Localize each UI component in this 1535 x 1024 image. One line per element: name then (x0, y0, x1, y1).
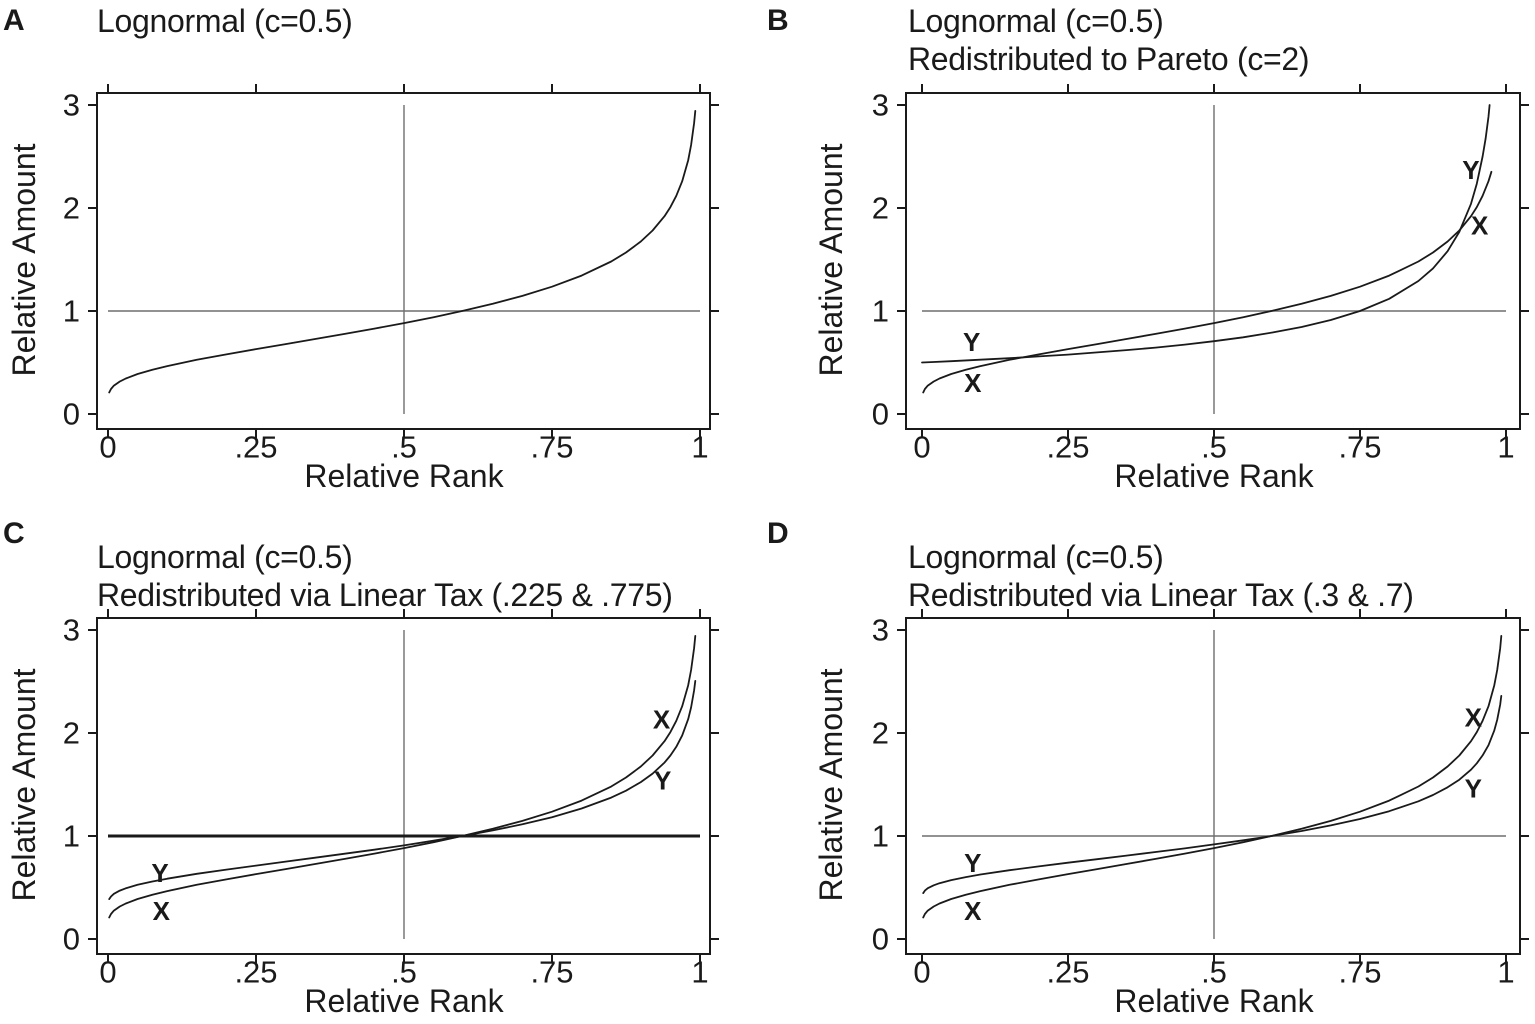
y-tick-label: 1 (63, 819, 80, 854)
panel-title-line: Lognormal (c=0.5) (908, 3, 1163, 39)
curve-label-X: X (964, 896, 982, 926)
x-tick-label: .25 (234, 955, 277, 990)
x-tick-label: 0 (99, 430, 116, 465)
x-tick-label: .25 (1046, 430, 1089, 465)
panel-letter-C: C (3, 517, 25, 550)
curve-X (108, 635, 697, 919)
panel-letter-D: D (767, 517, 789, 550)
x-axis-label: Relative Rank (1114, 458, 1314, 494)
x-tick-label: 1 (1497, 955, 1514, 990)
curve-Y (108, 680, 697, 900)
curve-label-X: X (1465, 703, 1483, 733)
x-tick-label: 1 (691, 430, 708, 465)
y-axis-label: Relative Amount (813, 668, 849, 901)
x-axis-label: Relative Rank (1114, 983, 1314, 1019)
x-tick-label: 1 (1497, 430, 1514, 465)
x-tick-label: 0 (913, 955, 930, 990)
curve-label-X: X (153, 896, 171, 926)
y-tick-label: 0 (63, 397, 80, 432)
panel-title-line: Lognormal (c=0.5) (97, 3, 352, 39)
x-axis-label: Relative Rank (304, 458, 504, 494)
x-tick-label: .75 (1338, 955, 1381, 990)
x-tick-label: .25 (1046, 955, 1089, 990)
y-tick-label: 2 (872, 191, 889, 226)
curve-label-Y: Y (964, 848, 981, 878)
y-tick-label: 3 (872, 88, 889, 123)
y-tick-label: 0 (63, 922, 80, 957)
curve-label-Y: Y (151, 858, 168, 888)
x-tick-label: .5 (1201, 430, 1227, 465)
y-tick-label: 1 (63, 294, 80, 329)
y-axis-label: Relative Amount (6, 143, 42, 376)
x-tick-label: .75 (530, 430, 573, 465)
y-tick-label: 2 (63, 716, 80, 751)
x-tick-label: .25 (234, 430, 277, 465)
y-tick-label: 2 (872, 716, 889, 751)
x-tick-label: .75 (1338, 430, 1381, 465)
curve-X (108, 110, 697, 394)
y-tick-label: 2 (63, 191, 80, 226)
curve-label-X: X (653, 705, 671, 735)
curve-label-X: X (1471, 211, 1489, 241)
curve-label-Y: Y (1462, 155, 1479, 185)
y-tick-label: 1 (872, 819, 889, 854)
x-tick-label: .5 (391, 955, 417, 990)
panel-A: A Lognormal (c=0.5) 0 .25 .5 .75 1 0 1 2 3 Relative… (3, 3, 719, 494)
curve-X (922, 170, 1493, 394)
curve-label-Y: Y (963, 327, 980, 357)
panel-letter-B: B (767, 4, 789, 37)
x-tick-label: 0 (913, 430, 930, 465)
plot-frame (905, 92, 1521, 430)
panel-title-line: Redistributed via Linear Tax (.3 & .7) (908, 577, 1414, 613)
panel-title-line: Redistributed via Linear Tax (.225 & .77… (97, 577, 673, 613)
curve-label-Y: Y (654, 765, 671, 795)
y-axis-label: Relative Amount (6, 668, 42, 901)
y-axis-label: Relative Amount (813, 143, 849, 376)
curve-X (922, 635, 1503, 919)
y-tick-label: 3 (63, 613, 80, 648)
y-tick-label: 0 (872, 397, 889, 432)
panel-B: B Lognormal (c=0.5)Redistributed to Paret… (767, 3, 1529, 494)
x-axis-label: Relative Rank (304, 983, 504, 1019)
panel-title-line: Redistributed to Pareto (c=2) (908, 41, 1309, 77)
x-tick-label: 1 (691, 955, 708, 990)
curve-label-X: X (964, 368, 982, 398)
y-tick-label: 0 (872, 922, 889, 957)
panel-title-line: Lognormal (c=0.5) (908, 539, 1163, 575)
curve-Y (922, 695, 1503, 894)
y-tick-label: 3 (872, 613, 889, 648)
panel-D: D Lognormal (c=0.5)Redistributed via Line… (767, 517, 1529, 1019)
curve-label-Y: Y (1465, 774, 1482, 804)
panel-letter-A: A (3, 4, 25, 37)
panel-C: C Lognormal (c=0.5)Redistributed via Line… (3, 517, 719, 1019)
plot-frame (905, 617, 1521, 955)
y-tick-label: 3 (63, 88, 80, 123)
x-tick-label: .5 (1201, 955, 1227, 990)
curve-Y (921, 104, 1491, 364)
x-tick-label: 0 (99, 955, 116, 990)
x-tick-label: .75 (530, 955, 573, 990)
panel-title-line: Lognormal (c=0.5) (97, 539, 352, 575)
x-tick-label: .5 (391, 430, 417, 465)
y-tick-label: 1 (872, 294, 889, 329)
